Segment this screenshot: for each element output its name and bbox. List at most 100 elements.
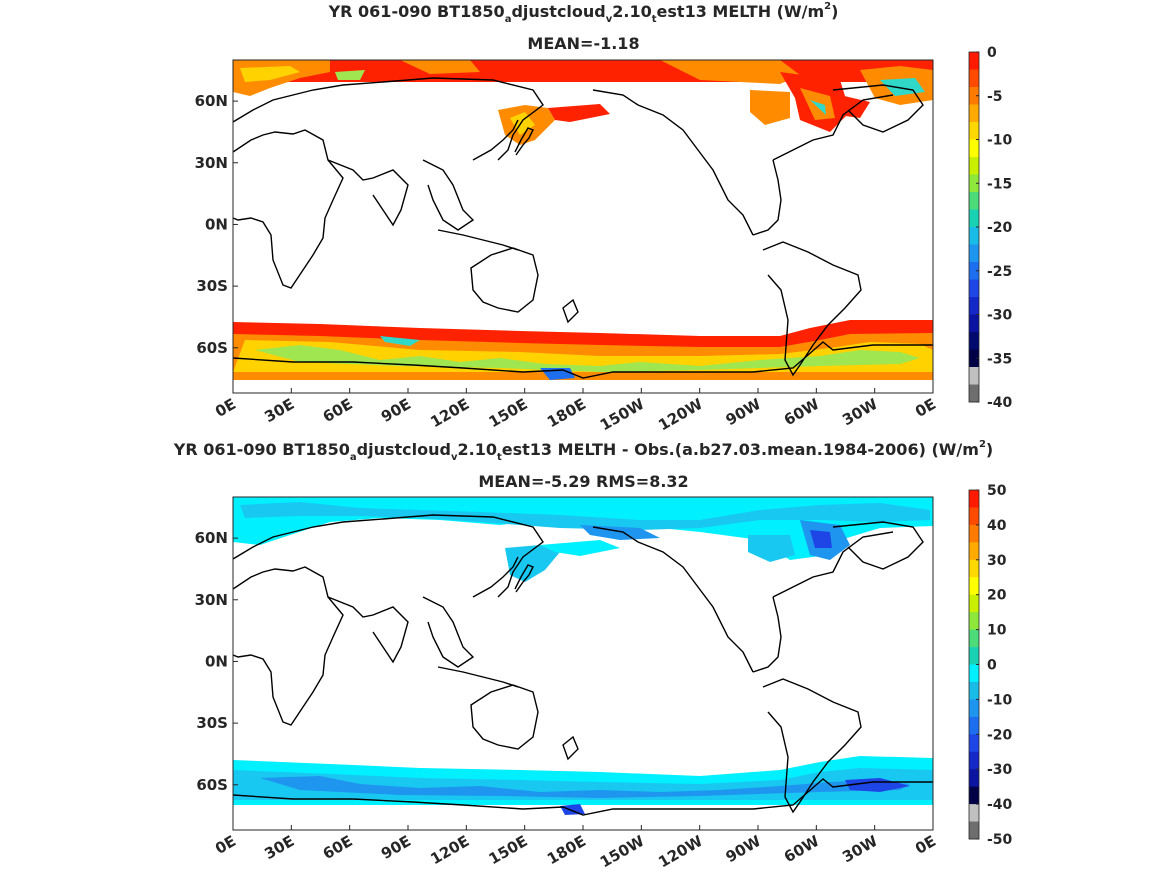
colorbar-tick-label: -30 — [987, 762, 1013, 778]
coastline-segment — [832, 84, 924, 133]
longitude-tick-label: 90W — [723, 395, 765, 430]
coastline-segment — [562, 735, 579, 761]
latitude-tick-label: 30N — [195, 154, 228, 172]
coastline-segment — [422, 596, 475, 668]
colorbar-swatch — [969, 629, 979, 648]
colorbar-swatch — [969, 139, 979, 158]
bottom-coastlines — [233, 514, 933, 816]
coastline-segment — [437, 229, 519, 251]
colorbar-swatch — [969, 751, 979, 770]
longitude-tick-label: 30E — [261, 395, 297, 426]
colorbar-swatch — [969, 279, 979, 298]
colorbar-swatch — [969, 612, 979, 631]
title-subscript: v — [450, 452, 458, 463]
coastline-segment — [772, 94, 894, 161]
bottom-colorbar: 50 40 30 20 10 0 -10 -20 -30 -40 -50 — [968, 483, 1013, 848]
colorbar-swatch — [969, 804, 979, 823]
bottom-panel-subtitle: MEAN=-5.29 RMS=8.32 — [478, 472, 689, 491]
colorbar-swatch — [969, 209, 979, 228]
colorbar-swatch — [969, 734, 979, 753]
longitude-tick-label: 60E — [320, 395, 356, 426]
colorbar-tick-label: -40 — [987, 395, 1013, 411]
colorbar-swatch — [969, 577, 979, 596]
coastline-segment — [592, 89, 639, 106]
colorbar-swatch — [969, 104, 979, 123]
colorbar-tick-label: -25 — [987, 264, 1012, 280]
longitude-tick-label: 30E — [261, 832, 297, 863]
colorbar-swatch — [969, 699, 979, 718]
longitude-tick-label: 60W — [781, 832, 823, 867]
colorbar-tick-label: 40 — [987, 518, 1007, 534]
colorbar-swatch — [969, 507, 979, 526]
latitude-tick-label: 60S — [196, 776, 228, 794]
coastline-segment — [233, 129, 344, 289]
top-panel-subtitle: MEAN=-1.18 — [527, 34, 640, 53]
southern-ocean-diff-field — [233, 756, 933, 815]
colorbar-tick-label: 30 — [987, 553, 1007, 569]
colorbar-swatch — [969, 262, 979, 280]
latitude-tick-label: 60N — [195, 92, 228, 110]
coastline-segment — [472, 556, 519, 598]
longitude-tick-label: 120E — [427, 395, 472, 431]
colorbar-tick-label: -10 — [987, 692, 1013, 708]
colorbar-tick-label: 0 — [987, 45, 997, 61]
coastline-segment — [233, 77, 544, 161]
top-map-axes: 60N 30N 0N 30S 60S 0E 30E 60E 90E 120E 150E 180E 150… — [195, 92, 939, 434]
bottom-map-axes: 60N 30N 0N 30S 60S 0E 30E 60E 90E 120E 150E 180E 150… — [195, 529, 939, 871]
coastline-segment — [233, 778, 933, 816]
coastline-segment — [472, 119, 519, 161]
coastline-segment — [514, 564, 534, 593]
longitude-tick-label: 30W — [839, 395, 881, 430]
longitude-tick-label: 90E — [378, 832, 414, 863]
title-superscript: 2 — [824, 1, 832, 12]
colorbar-swatch — [969, 490, 979, 508]
okhotsk-diff-field — [505, 540, 620, 582]
colorbar-swatch — [969, 524, 979, 543]
coastline-segment — [514, 127, 534, 156]
latitude-tick-label: 30S — [196, 277, 228, 295]
title-text: ) — [985, 440, 994, 459]
colorbar-tick-label: -20 — [987, 727, 1013, 743]
coastline-segment — [637, 104, 754, 236]
coastline-segment — [832, 521, 924, 570]
title-text: 2.10 — [457, 440, 497, 459]
bottom-map — [233, 497, 933, 815]
top-panel-title: YR 061-090 BT1850adjustcloudv2.10test13 … — [0, 1, 1167, 25]
colorbar-tick-label: 20 — [987, 588, 1007, 604]
title-subscript: v — [605, 14, 613, 25]
colorbar-swatch — [969, 349, 979, 368]
colorbar-swatch — [969, 786, 979, 805]
colorbar-tick-label: 50 — [987, 483, 1007, 499]
title-text: 2.10 — [612, 2, 652, 21]
longitude-tick-label: 150W — [597, 832, 648, 872]
longitude-tick-label: 180E — [544, 832, 589, 868]
coastline-segment — [327, 159, 409, 227]
title-subscript: a — [504, 14, 512, 25]
colorbar-swatch — [969, 647, 979, 665]
coastline-segment — [470, 247, 539, 313]
title-text: ) — [831, 2, 839, 21]
arctic-melt-field — [233, 60, 933, 132]
colorbar-tick-label: -40 — [987, 797, 1013, 813]
colorbar-tick-label: -35 — [987, 351, 1012, 367]
colorbar-swatch — [969, 769, 979, 788]
colorbar-swatch — [969, 174, 979, 193]
title-text: djustcloud — [511, 2, 606, 21]
colorbar-swatch — [969, 367, 979, 385]
latitude-tick-label: 30N — [195, 591, 228, 609]
colorbar-swatch — [969, 542, 979, 561]
colorbar-swatch — [969, 87, 979, 105]
title-subscript: t — [651, 14, 657, 25]
okhotsk-melt-field — [498, 104, 610, 145]
title-subscript: t — [496, 452, 502, 463]
top-map — [233, 60, 933, 380]
title-text: est13 MELTH (W/m — [656, 2, 825, 21]
longitude-tick-label: 0E — [912, 832, 939, 858]
longitude-tick-label: 0E — [912, 395, 939, 421]
longitude-tick-label: 90W — [723, 832, 765, 867]
latitude-tick-label: 0N — [205, 215, 228, 233]
coastline-segment — [637, 541, 754, 673]
coastline-segment — [762, 678, 862, 814]
coastline-segment — [772, 531, 894, 598]
